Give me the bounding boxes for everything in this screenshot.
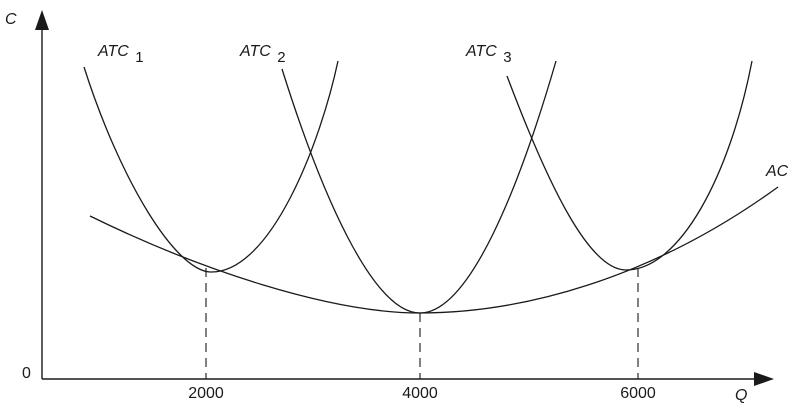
x-tick-label-6000: 6000 <box>620 385 656 402</box>
x-tick-label-4000: 4000 <box>402 385 438 402</box>
y-axis-label: C <box>5 11 17 28</box>
atc2-curve <box>281 60 557 314</box>
x-axis-arrowhead <box>754 372 774 386</box>
atc3-label-sub: 3 <box>503 49 511 66</box>
x-tick-label-2000: 2000 <box>188 385 224 402</box>
ac-curve <box>89 186 779 314</box>
atc1-curve <box>83 60 339 273</box>
ac-label: AC <box>765 163 789 180</box>
x-axis-label: Q <box>735 387 747 403</box>
atc1-label: ATC 1 <box>97 43 144 66</box>
atc3-curve <box>506 60 753 271</box>
atc2-label: ATC 2 <box>239 43 286 66</box>
atc3-label-base: ATC <box>465 43 497 60</box>
atc1-label-sub: 1 <box>135 49 143 66</box>
atc2-label-sub: 2 <box>277 49 285 66</box>
y-axis-arrowhead <box>35 10 49 30</box>
atc3-label: ATC 3 <box>465 43 512 66</box>
atc1-label-base: ATC <box>97 43 129 60</box>
origin-label: 0 <box>22 365 31 382</box>
atc2-label-base: ATC <box>239 43 271 60</box>
